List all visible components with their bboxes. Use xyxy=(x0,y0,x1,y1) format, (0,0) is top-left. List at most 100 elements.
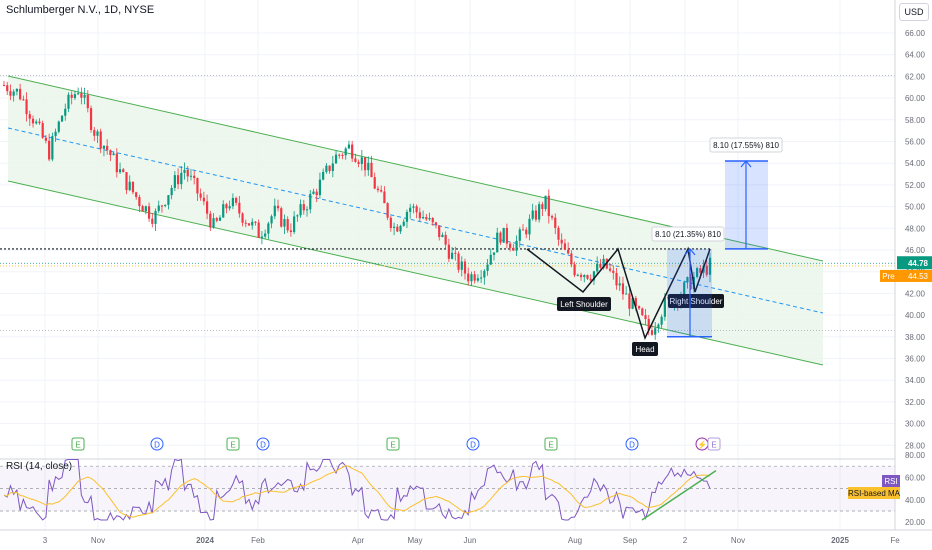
head-and-shoulders-pattern: Left Shoulder Head Right Shoulder xyxy=(526,246,724,356)
candle-body xyxy=(647,319,650,331)
time-tick-label: Sep xyxy=(623,536,638,545)
candle-body xyxy=(360,157,363,164)
candle-body xyxy=(370,162,373,178)
candle-body xyxy=(447,244,450,259)
candle-body xyxy=(135,192,138,198)
event-markers: E D E D E D E D ⚡ E xyxy=(71,437,721,451)
candle-body xyxy=(583,275,586,278)
candle-body xyxy=(625,293,628,295)
candle-body xyxy=(157,205,160,211)
candle-body xyxy=(231,197,234,207)
price-axis[interactable]: 66.00 64.00 62.00 60.00 58.00 56.00 54.00 52.00… xyxy=(848,0,932,550)
candle-body xyxy=(470,274,473,282)
time-tick-label: Nov xyxy=(731,536,745,545)
candle-body xyxy=(241,213,244,223)
candle-body xyxy=(106,145,109,151)
measure-label-2-bg xyxy=(709,137,783,153)
rsi-label: RSI xyxy=(884,477,897,486)
measure-label-1: 8.10 (21.35%) 810 xyxy=(655,230,721,239)
candle-body xyxy=(193,175,196,179)
candle-body xyxy=(631,298,634,309)
candle-body xyxy=(318,179,322,196)
last-price-value: 44.78 xyxy=(908,259,929,268)
candle-body xyxy=(99,131,102,149)
candle-body xyxy=(699,268,702,273)
candle-body xyxy=(267,223,270,234)
earnings-marker xyxy=(386,437,400,451)
candle-body xyxy=(67,94,70,109)
candle-body xyxy=(235,197,238,203)
candle-body xyxy=(554,217,557,228)
candle-body xyxy=(89,108,93,130)
candle-body xyxy=(476,278,479,281)
candle-body xyxy=(109,150,112,156)
candle-body xyxy=(118,169,122,173)
measure-label-1-bg xyxy=(651,226,725,242)
currency-button[interactable]: USD xyxy=(899,3,929,21)
candle-body xyxy=(60,115,64,122)
candle-body xyxy=(421,217,425,219)
candle-body xyxy=(376,188,380,191)
candle-body xyxy=(218,217,222,221)
candle-body xyxy=(102,145,106,149)
candle-body xyxy=(112,153,115,156)
event-marker-label: D xyxy=(629,441,635,450)
candle-body xyxy=(663,297,666,317)
measure-label-2: 8.10 (17.55%) 810 xyxy=(713,141,779,150)
candle-body xyxy=(170,187,173,196)
candle-body xyxy=(347,144,351,149)
rsi-panel xyxy=(0,458,895,521)
candle-body xyxy=(492,252,496,255)
time-tick-label: Nov xyxy=(91,536,105,545)
candle-body xyxy=(705,265,708,275)
candle-body xyxy=(151,218,154,224)
candle-body xyxy=(276,205,280,209)
price-tick-label: 66.00 xyxy=(905,29,926,38)
candle-body xyxy=(431,217,434,223)
candle-body xyxy=(570,253,573,265)
price-tick-label: 60.00 xyxy=(905,94,926,103)
candle-body xyxy=(122,169,125,173)
time-tick-label: Feb xyxy=(251,536,265,545)
candle-body xyxy=(73,94,77,99)
candle-body xyxy=(367,162,370,171)
candle-body xyxy=(280,208,283,227)
candle-body xyxy=(615,272,618,286)
candle-body xyxy=(160,205,164,207)
candle-body xyxy=(189,175,193,177)
earnings-marker xyxy=(544,437,558,451)
candle-body xyxy=(212,218,215,228)
candle-body xyxy=(473,274,476,281)
candle-body xyxy=(222,204,225,218)
price-tick-label: 48.00 xyxy=(905,224,926,233)
measure-arrowhead-1 xyxy=(684,247,696,256)
candle-body xyxy=(96,131,99,136)
candle-body xyxy=(489,254,492,265)
candle-body xyxy=(70,94,73,99)
dividend-marker xyxy=(466,437,480,451)
time-tick-label: Jun xyxy=(464,536,477,545)
candle-body xyxy=(496,232,499,253)
candle-body xyxy=(31,118,35,124)
rsi-ma-badge xyxy=(848,487,900,499)
candle-body xyxy=(2,85,6,87)
time-axis[interactable]: 3 Nov 2024 Feb Apr May Jun Aug Sep 2 Nov 2025 Fe xyxy=(0,529,932,545)
rsi-trendline xyxy=(641,470,717,521)
candle-body xyxy=(351,144,354,159)
candle-body xyxy=(254,221,257,223)
candle-body xyxy=(373,177,376,189)
candle-body xyxy=(383,191,386,204)
candle-body xyxy=(289,230,293,233)
price-tick-label: 36.00 xyxy=(905,355,926,364)
measure-arrowhead-2 xyxy=(740,160,752,168)
event-marker-label: D xyxy=(470,441,476,450)
price-tick-label: 38.00 xyxy=(905,333,926,342)
time-tick-label: Apr xyxy=(352,536,365,545)
candle-body xyxy=(138,197,141,207)
candle-body xyxy=(147,206,151,219)
candle-body xyxy=(312,191,315,194)
time-tick-label: May xyxy=(407,536,422,545)
pre-price-badge xyxy=(897,269,932,282)
rsi-tick-label: 20.00 xyxy=(905,518,926,527)
